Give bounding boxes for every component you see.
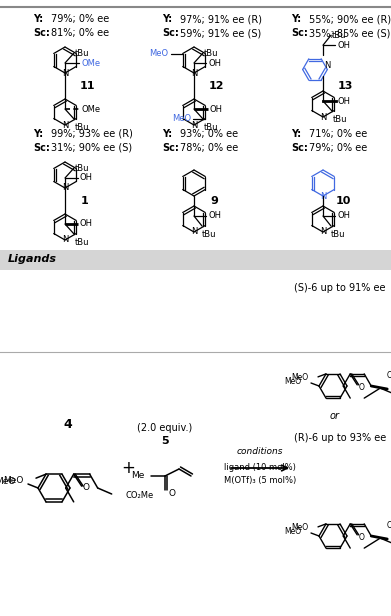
Text: OH: OH xyxy=(80,174,93,182)
Text: O: O xyxy=(358,533,364,542)
Text: Y:: Y: xyxy=(291,129,301,139)
Text: N: N xyxy=(320,227,326,237)
Text: 4: 4 xyxy=(64,418,72,431)
Text: OH: OH xyxy=(208,59,221,68)
Text: N: N xyxy=(62,68,68,78)
Text: 11: 11 xyxy=(79,81,95,91)
Text: MeO: MeO xyxy=(284,378,301,386)
Text: tBu: tBu xyxy=(202,230,217,239)
Text: OH: OH xyxy=(208,211,221,221)
Text: 55%; 90% ee (R): 55%; 90% ee (R) xyxy=(309,14,391,24)
Text: Sc:: Sc: xyxy=(291,28,308,38)
Text: tBu: tBu xyxy=(75,123,90,132)
Text: (R)-6 up to 93% ee: (R)-6 up to 93% ee xyxy=(294,433,386,443)
Text: 97%; 91% ee (R): 97%; 91% ee (R) xyxy=(180,14,262,24)
Text: N: N xyxy=(191,68,197,78)
Text: N: N xyxy=(320,113,326,121)
Text: N: N xyxy=(191,121,197,129)
Text: O: O xyxy=(386,521,391,530)
Text: 71%; 0% ee: 71%; 0% ee xyxy=(309,129,367,139)
Text: MeO: MeO xyxy=(4,476,24,485)
Text: 79%; 0% ee: 79%; 0% ee xyxy=(309,143,367,153)
Text: 93%; 0% ee: 93%; 0% ee xyxy=(180,129,238,139)
Text: 9: 9 xyxy=(210,196,218,206)
Text: MeO: MeO xyxy=(291,524,308,532)
Text: OH: OH xyxy=(210,105,223,113)
Text: OMe: OMe xyxy=(81,59,100,68)
Text: (2.0 equiv.): (2.0 equiv.) xyxy=(137,423,193,433)
Text: tBu: tBu xyxy=(75,164,90,173)
Text: N: N xyxy=(191,227,197,237)
Text: N: N xyxy=(62,121,68,129)
Text: O: O xyxy=(169,490,176,498)
Text: 99%; 93% ee (R): 99%; 93% ee (R) xyxy=(51,129,133,139)
Text: ligand (10 mol%): ligand (10 mol%) xyxy=(224,463,296,472)
Text: OH: OH xyxy=(337,41,350,50)
Text: MeO: MeO xyxy=(291,373,308,383)
Text: N: N xyxy=(324,61,330,70)
Text: 12: 12 xyxy=(208,81,224,91)
Text: Sc:: Sc: xyxy=(162,28,179,38)
Text: OH: OH xyxy=(337,211,350,221)
Text: Sc:: Sc: xyxy=(33,143,50,153)
Text: 13: 13 xyxy=(337,81,353,91)
Text: tBu: tBu xyxy=(75,49,90,58)
Text: OMe: OMe xyxy=(81,105,100,113)
Text: tBu: tBu xyxy=(333,115,348,124)
Text: N: N xyxy=(320,192,326,200)
Text: CO₂Me: CO₂Me xyxy=(126,490,154,500)
Text: OH: OH xyxy=(338,97,351,105)
Text: O: O xyxy=(386,371,391,379)
Text: tBu: tBu xyxy=(331,230,346,239)
Text: 79%; 0% ee: 79%; 0% ee xyxy=(51,14,109,24)
Text: Y:: Y: xyxy=(33,14,43,24)
Text: 10: 10 xyxy=(335,196,351,206)
Text: 78%; 0% ee: 78%; 0% ee xyxy=(180,143,238,153)
Text: tBu: tBu xyxy=(204,49,219,58)
Text: O: O xyxy=(358,383,364,392)
Text: N: N xyxy=(62,184,68,192)
Text: +: + xyxy=(121,459,135,477)
Text: 81%; 0% ee: 81%; 0% ee xyxy=(51,28,109,38)
Text: MeO: MeO xyxy=(150,49,169,58)
Text: Y:: Y: xyxy=(162,14,172,24)
Bar xyxy=(0,250,391,270)
Text: MeO: MeO xyxy=(0,477,16,487)
Text: Ligands: Ligands xyxy=(8,254,57,264)
Text: MeO: MeO xyxy=(284,527,301,537)
Text: 35%; 85% ee (S): 35%; 85% ee (S) xyxy=(309,28,390,38)
Text: Sc:: Sc: xyxy=(162,143,179,153)
Text: 31%; 90% ee (S): 31%; 90% ee (S) xyxy=(51,143,132,153)
Text: tBu: tBu xyxy=(332,31,346,40)
Text: conditions: conditions xyxy=(237,447,283,456)
Text: Me: Me xyxy=(131,471,144,480)
Text: MeO: MeO xyxy=(172,114,191,123)
Text: 5: 5 xyxy=(161,436,169,446)
Text: OH: OH xyxy=(80,219,93,229)
Text: 1: 1 xyxy=(81,196,89,206)
Text: O: O xyxy=(82,483,89,492)
Text: tBu: tBu xyxy=(204,123,219,132)
Text: or: or xyxy=(330,411,340,421)
Text: Sc:: Sc: xyxy=(291,143,308,153)
Text: N: N xyxy=(62,235,68,245)
Text: tBu: tBu xyxy=(75,238,90,247)
Text: 59%; 91% ee (S): 59%; 91% ee (S) xyxy=(180,28,261,38)
Text: Y:: Y: xyxy=(162,129,172,139)
Text: Sc:: Sc: xyxy=(33,28,50,38)
Text: M(OTf)₃ (5 mol%): M(OTf)₃ (5 mol%) xyxy=(224,477,296,485)
Text: (S)-6 up to 91% ee: (S)-6 up to 91% ee xyxy=(294,283,386,293)
Text: Y:: Y: xyxy=(291,14,301,24)
Text: Y:: Y: xyxy=(33,129,43,139)
